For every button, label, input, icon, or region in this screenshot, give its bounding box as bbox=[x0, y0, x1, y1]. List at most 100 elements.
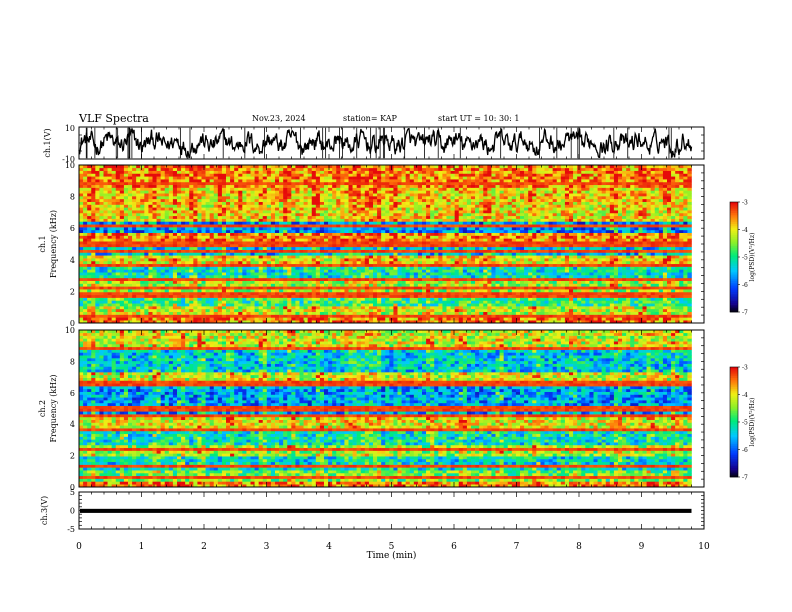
colorbar-segment bbox=[730, 414, 738, 417]
colorbar-segment bbox=[730, 214, 738, 217]
date-label: Nov.23, 2024 bbox=[252, 114, 306, 123]
colorbar-tick-label: -7 bbox=[742, 310, 748, 317]
colorbar-segment bbox=[730, 277, 738, 280]
ch1-ytick-label: -10 bbox=[62, 155, 75, 164]
colorbar-segment bbox=[730, 310, 738, 313]
colorbar-segment bbox=[730, 222, 738, 225]
colorbar-label: log(PSD)(V²/Hz) bbox=[749, 398, 756, 447]
ch3-ylabel: ch.3(V) bbox=[40, 496, 49, 525]
x-tick-label: 0 bbox=[76, 542, 82, 552]
colorbar-segment bbox=[730, 229, 738, 232]
colorbar-segment bbox=[730, 392, 738, 395]
ch1-ytick-label: 4 bbox=[70, 256, 75, 265]
colorbar-segment bbox=[730, 202, 738, 205]
colorbar-segment bbox=[730, 279, 738, 282]
colorbar-segment bbox=[730, 464, 738, 467]
colorbar-segment bbox=[730, 218, 738, 221]
colorbar-segment bbox=[730, 224, 738, 227]
colorbar-segment bbox=[730, 213, 738, 216]
colorbar-segment bbox=[730, 425, 738, 428]
colorbar-segment bbox=[730, 251, 738, 254]
colorbar-segment bbox=[730, 416, 738, 419]
colorbar-segment bbox=[730, 308, 738, 311]
colorbar-segment bbox=[730, 240, 738, 243]
x-tick-label: 5 bbox=[389, 542, 395, 552]
colorbar-segment bbox=[730, 400, 738, 403]
colorbar-segment bbox=[730, 434, 738, 437]
colorbar-segment bbox=[730, 451, 738, 454]
colorbar-segment bbox=[730, 390, 738, 393]
colorbar-segment bbox=[730, 442, 738, 445]
ch3-waveform-band bbox=[80, 508, 692, 513]
colorbar-tick-label: -7 bbox=[742, 475, 748, 482]
colorbar-tick-label: -4 bbox=[742, 227, 748, 234]
colorbar-segment bbox=[730, 301, 738, 304]
x-tick-label: 9 bbox=[639, 542, 645, 552]
colorbar-segment bbox=[730, 370, 738, 373]
colorbar-segment bbox=[730, 271, 738, 274]
colorbar-segment bbox=[730, 473, 738, 476]
colorbar-segment bbox=[730, 299, 738, 302]
colorbar-tick-label: -5 bbox=[742, 255, 748, 262]
colorbar-segment bbox=[730, 258, 738, 261]
colorbar-segment bbox=[730, 427, 738, 430]
colorbar-segment bbox=[730, 247, 738, 250]
colorbar-segment bbox=[730, 269, 738, 272]
colorbar-segment bbox=[730, 433, 738, 436]
ch2-ytick-label: 4 bbox=[70, 420, 75, 429]
colorbar-segment bbox=[730, 286, 738, 289]
figure-title: VLF Spectra bbox=[79, 112, 149, 125]
colorbar-segment bbox=[730, 381, 738, 384]
colorbar-segment bbox=[730, 282, 738, 285]
colorbar-segment bbox=[730, 255, 738, 258]
ch3-ytick-label: -5 bbox=[67, 525, 75, 534]
colorbar-segment bbox=[730, 227, 738, 230]
colorbar-label: log(PSD)(V²/Hz) bbox=[749, 233, 756, 282]
colorbar-segment bbox=[730, 262, 738, 265]
colorbar-tick-label: -6 bbox=[742, 282, 748, 289]
colorbar-segment bbox=[730, 249, 738, 252]
colorbar-segment bbox=[730, 475, 738, 478]
x-tick-label: 4 bbox=[326, 542, 332, 552]
ch1-channel-label: ch.1 bbox=[38, 235, 47, 252]
colorbar-segment bbox=[730, 458, 738, 461]
colorbar-segment bbox=[730, 236, 738, 239]
colorbar-segment bbox=[730, 407, 738, 410]
colorbar-segment bbox=[730, 233, 738, 236]
ch3-ytick-label: 5 bbox=[70, 488, 75, 497]
colorbar-segment bbox=[730, 396, 738, 399]
colorbar-tick-label: -5 bbox=[742, 420, 748, 427]
colorbar-segment bbox=[730, 216, 738, 219]
colorbar-segment bbox=[730, 293, 738, 296]
ch1-ylabel: ch.1(V) bbox=[43, 128, 52, 157]
ch1-ytick-label: 10 bbox=[65, 124, 75, 133]
ch2-spectrogram-cells bbox=[79, 330, 692, 488]
colorbar-segment bbox=[730, 231, 738, 234]
colorbar-segment bbox=[730, 389, 738, 392]
colorbar-segment bbox=[730, 284, 738, 287]
colorbar-segment bbox=[730, 422, 738, 425]
colorbar-segment bbox=[730, 378, 738, 381]
colorbar-segment bbox=[730, 466, 738, 469]
colorbar-segment bbox=[730, 273, 738, 276]
colorbar-segment bbox=[730, 306, 738, 309]
colorbar-segment bbox=[730, 420, 738, 423]
colorbar-segment bbox=[730, 235, 738, 238]
colorbar-segment bbox=[730, 449, 738, 452]
colorbar-segment bbox=[730, 438, 738, 441]
ch1-waveform-line bbox=[78, 127, 693, 160]
x-tick-label: 3 bbox=[264, 542, 270, 552]
colorbar-segment bbox=[730, 467, 738, 470]
colorbar-segment bbox=[730, 385, 738, 388]
colorbar-segment bbox=[730, 374, 738, 377]
start-time-label: start UT = 10: 30: 1 bbox=[438, 114, 520, 123]
colorbar-segment bbox=[730, 412, 738, 415]
colorbar-segment bbox=[730, 453, 738, 456]
colorbar-segment bbox=[730, 418, 738, 421]
colorbar-segment bbox=[730, 238, 738, 241]
ch2-ytick-label: 8 bbox=[70, 357, 75, 366]
colorbar-segment bbox=[730, 445, 738, 448]
colorbar-segment bbox=[730, 368, 738, 371]
ch2-ytick-label: 0 bbox=[70, 483, 75, 492]
